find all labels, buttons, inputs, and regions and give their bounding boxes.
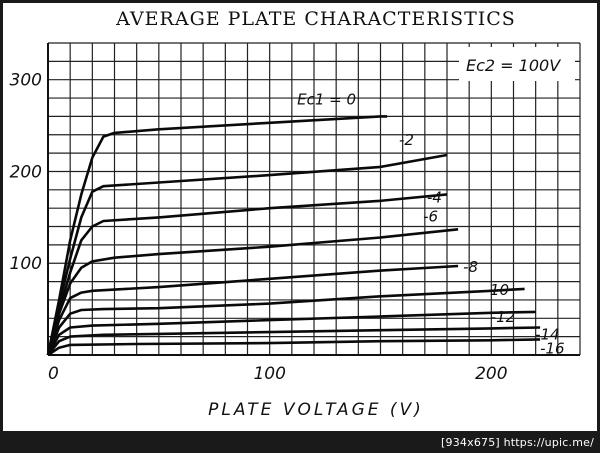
series-label: -2 — [399, 131, 414, 149]
series-curve — [46, 153, 448, 356]
series-label: -10 — [485, 281, 510, 299]
series-label: Ec1 = 0 — [297, 90, 356, 108]
chart-title: AVERAGE PLATE CHARACTERISTICS — [115, 8, 516, 30]
x-tick-label: 200 — [475, 364, 507, 384]
series-curves — [46, 115, 541, 357]
y-tick-label: 100 — [10, 254, 42, 274]
tick-labels: 0 100 200 100 200 300 — [10, 71, 508, 384]
condition-box — [459, 47, 575, 81]
series-curve — [47, 338, 541, 357]
series-label: -14 — [535, 325, 560, 343]
series-label: -4 — [427, 188, 442, 206]
series-labels: Ec1 = 0 -2 -4-6 -8 -10 -12 -14-16 — [297, 90, 564, 357]
y-tick-label: 300 — [10, 71, 42, 91]
series-label: -16 — [540, 339, 565, 357]
series-curve — [46, 287, 525, 356]
axes — [47, 43, 580, 356]
chart-svg: AVERAGE PLATE CHARACTERISTICS 0 100 200 100… — [10, 8, 581, 420]
x-tick-label: 0 — [48, 364, 59, 384]
series-curve — [46, 228, 459, 356]
x-axis-label: PLATE VOLTAGE (V) — [208, 400, 424, 420]
series-label: -12 — [491, 308, 515, 326]
series-curve — [46, 115, 388, 356]
series-curve — [46, 193, 448, 356]
series-curve — [46, 310, 536, 356]
series-curve — [46, 326, 541, 356]
series-label: -8 — [463, 258, 478, 276]
y-tick-label: 200 — [10, 162, 42, 182]
series-curve — [46, 264, 459, 356]
x-tick-label: 100 — [253, 364, 285, 384]
series-label: -6 — [423, 207, 438, 225]
footer-tag: [934x675] https://upic.me/ — [441, 436, 594, 449]
chart-frame: AVERAGE PLATE CHARACTERISTICS 0 100 200 100… — [3, 3, 597, 431]
condition-label: Ec2 = 100V — [466, 56, 561, 75]
